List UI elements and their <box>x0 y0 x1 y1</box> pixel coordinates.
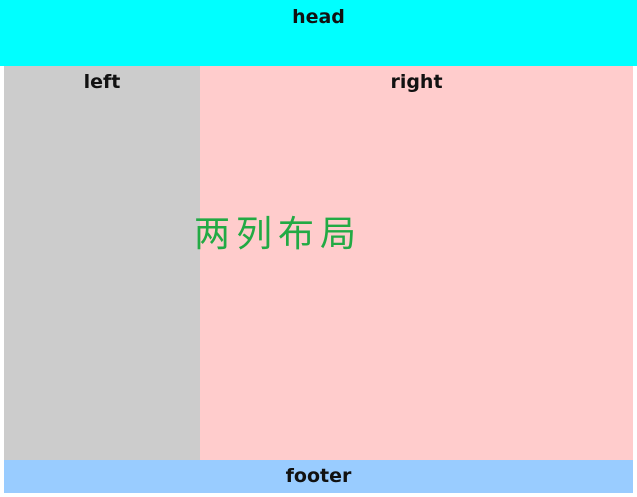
layout-title: 两列布局 <box>194 214 363 255</box>
left-column-label: left <box>83 71 121 93</box>
left-column: left <box>4 66 200 460</box>
right-column: right <box>200 66 633 460</box>
footer-region: footer <box>4 460 633 493</box>
header-region: head <box>0 0 637 66</box>
header-label: head <box>292 6 345 28</box>
right-column-label: right <box>390 71 443 93</box>
footer-label: footer <box>285 465 352 487</box>
